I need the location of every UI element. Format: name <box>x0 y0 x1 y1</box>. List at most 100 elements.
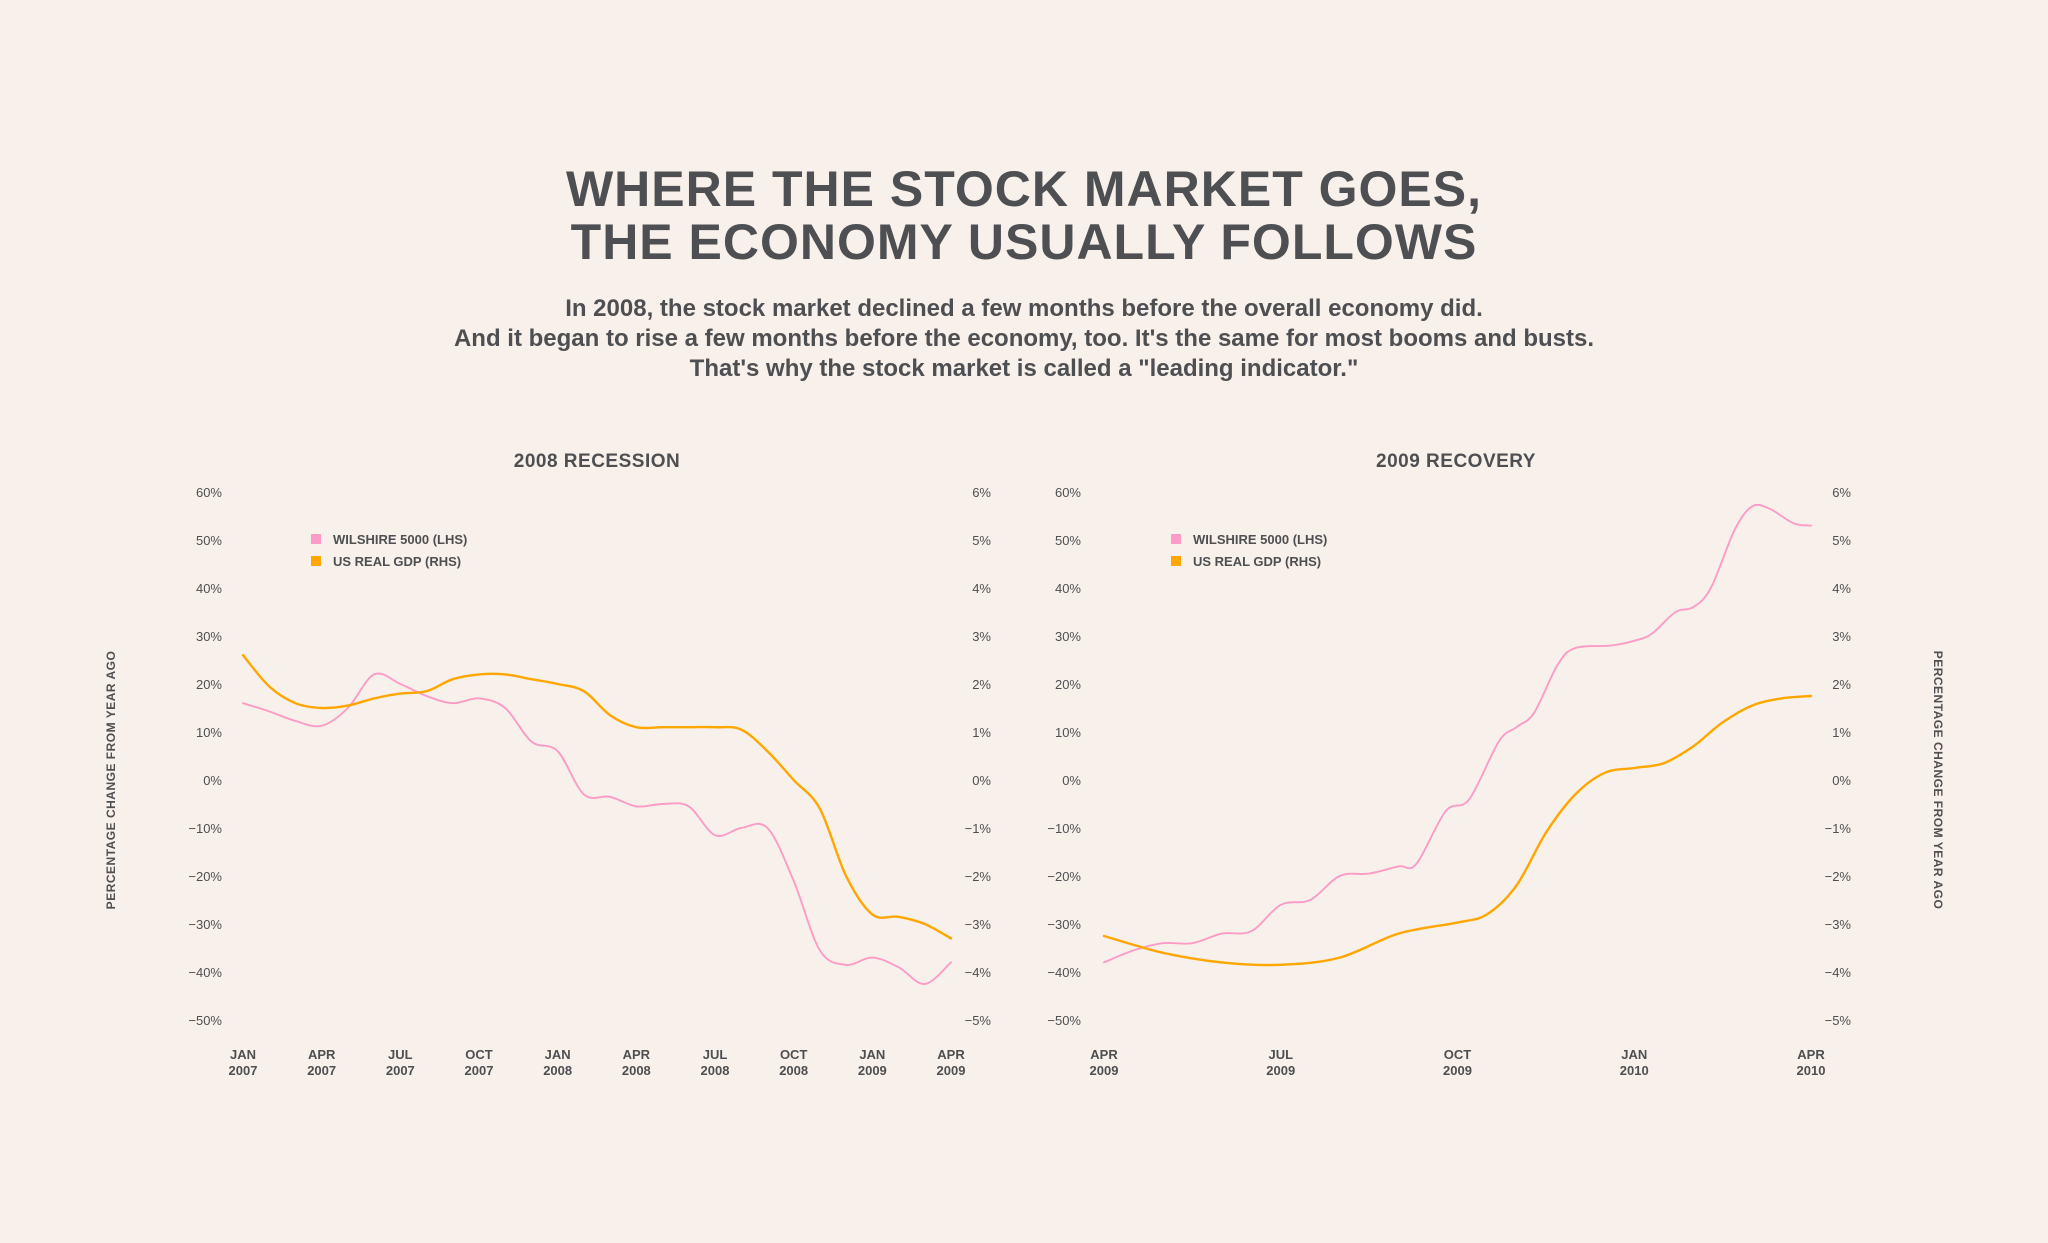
y-tick-right: −1% <box>965 821 992 836</box>
y-tick-right: 2% <box>972 677 991 692</box>
y-tick-right: −3% <box>1825 917 1852 932</box>
legend-label: WILSHIRE 5000 (LHS) <box>333 532 467 547</box>
y-tick-left: −40% <box>188 965 222 980</box>
chart-title: 2009 RECOVERY <box>1376 451 1536 472</box>
y-tick-right: 4% <box>972 581 991 596</box>
y-tick-left: −20% <box>1047 869 1081 884</box>
y-tick-left: −50% <box>188 1013 222 1028</box>
y-axis-label-left: PERCENTAGE CHANGE FROM YEAR AGO <box>104 651 118 910</box>
x-tick-year: 2010 <box>1620 1063 1649 1078</box>
y-tick-right: 1% <box>1832 725 1851 740</box>
y-tick-right: 6% <box>1832 485 1851 500</box>
legend-label: US REAL GDP (RHS) <box>1193 554 1321 569</box>
y-tick-left: −30% <box>1047 917 1081 932</box>
y-tick-right: −1% <box>1825 821 1852 836</box>
x-tick-month: JUL <box>388 1047 413 1062</box>
y-tick-right: 3% <box>972 629 991 644</box>
legend-label: US REAL GDP (RHS) <box>333 554 461 569</box>
subtitle-line-2: And it began to rise a few months before… <box>454 325 1594 352</box>
y-tick-right: 5% <box>1832 533 1851 548</box>
y-tick-left: 0% <box>203 773 222 788</box>
y-tick-left: −10% <box>188 821 222 836</box>
x-tick-month: OCT <box>1444 1047 1472 1062</box>
x-tick-month: OCT <box>465 1047 493 1062</box>
y-tick-right: 3% <box>1832 629 1851 644</box>
legend-swatch-gdp <box>1171 556 1181 566</box>
y-tick-right: −5% <box>1825 1013 1852 1028</box>
x-tick-year: 2009 <box>858 1063 887 1078</box>
y-axis-label-right: PERCENTAGE CHANGE FROM YEAR AGO <box>1931 651 1945 910</box>
x-tick-year: 2008 <box>701 1063 730 1078</box>
y-tick-left: 20% <box>196 677 222 692</box>
y-tick-left: 40% <box>196 581 222 596</box>
y-tick-left: 10% <box>196 725 222 740</box>
chart-2009-recovery: 2009 RECOVERY 60% 50% 40% 30% 20% 10% 0% −10% −20… <box>1047 451 1851 1078</box>
x-tick-month: APR <box>937 1047 965 1062</box>
y-tick-left: 20% <box>1055 677 1081 692</box>
legend-swatch-wilshire <box>311 534 321 544</box>
x-tick-year: 2007 <box>307 1063 336 1078</box>
y-tick-left: 30% <box>1055 629 1081 644</box>
y-tick-right: −2% <box>1825 869 1852 884</box>
y-tick-right: −4% <box>965 965 992 980</box>
x-tick-year: 2009 <box>937 1063 966 1078</box>
x-tick-year: 2007 <box>465 1063 494 1078</box>
y-tick-right: 2% <box>1832 677 1851 692</box>
wilshire-line <box>1103 503 1812 964</box>
y-tick-left: 0% <box>1062 773 1081 788</box>
y-tick-right: 0% <box>972 773 991 788</box>
x-tick-year: 2009 <box>1266 1063 1295 1078</box>
chart-title: 2008 RECESSION <box>514 451 680 472</box>
x-tick-year: 2007 <box>229 1063 258 1078</box>
x-tick-month: APR <box>1797 1047 1825 1062</box>
y-tick-left: 30% <box>196 629 222 644</box>
title-line-2: THE ECONOMY USUALLY FOLLOWS <box>571 214 1478 270</box>
y-tick-right: 6% <box>972 485 991 500</box>
x-tick-year: 2009 <box>1443 1063 1472 1078</box>
x-tick-month: JAN <box>230 1047 256 1062</box>
x-tick-month: APR <box>623 1047 651 1062</box>
x-tick-year: 2010 <box>1797 1063 1826 1078</box>
y-tick-left: −30% <box>188 917 222 932</box>
y-tick-right: −5% <box>965 1013 992 1028</box>
x-tick-year: 2008 <box>779 1063 808 1078</box>
legend-swatch-wilshire <box>1171 534 1181 544</box>
x-tick-year: 2008 <box>622 1063 651 1078</box>
x-tick-month: APR <box>308 1047 336 1062</box>
x-tick-month: JUL <box>703 1047 728 1062</box>
y-tick-left: −40% <box>1047 965 1081 980</box>
y-tick-left: 50% <box>1055 533 1081 548</box>
x-tick-year: 2007 <box>386 1063 415 1078</box>
x-tick-year: 2008 <box>543 1063 572 1078</box>
y-tick-left: 50% <box>196 533 222 548</box>
y-tick-right: −3% <box>965 917 992 932</box>
gdp-line <box>1102 694 1813 967</box>
chart-2008-recession: 2008 RECESSION 60% 50% 40% 30% 20% 10% 0% −10% −2… <box>188 451 991 1078</box>
subtitle-line-1: In 2008, the stock market declined a few… <box>565 295 1483 322</box>
y-tick-left: −20% <box>188 869 222 884</box>
x-tick-month: APR <box>1090 1047 1118 1062</box>
y-tick-left: 60% <box>1055 485 1081 500</box>
legend-swatch-gdp <box>311 556 321 566</box>
x-tick-year: 2009 <box>1090 1063 1119 1078</box>
x-tick-month: OCT <box>780 1047 808 1062</box>
y-tick-left: −10% <box>1047 821 1081 836</box>
gdp-line <box>241 654 953 940</box>
y-tick-left: −50% <box>1047 1013 1081 1028</box>
x-tick-month: JAN <box>859 1047 885 1062</box>
wilshire-line <box>242 672 952 985</box>
y-tick-left: 10% <box>1055 725 1081 740</box>
x-tick-month: JAN <box>1621 1047 1647 1062</box>
title-line-1: WHERE THE STOCK MARKET GOES, <box>566 161 1482 217</box>
y-tick-right: 1% <box>972 725 991 740</box>
y-tick-right: 0% <box>1832 773 1851 788</box>
x-tick-month: JUL <box>1268 1047 1293 1062</box>
y-tick-right: 5% <box>972 533 991 548</box>
x-tick-month: JAN <box>545 1047 571 1062</box>
y-tick-right: 4% <box>1832 581 1851 596</box>
y-tick-left: 40% <box>1055 581 1081 596</box>
y-tick-left: 60% <box>196 485 222 500</box>
subtitle-line-3: That's why the stock market is called a … <box>690 355 1359 382</box>
legend-label: WILSHIRE 5000 (LHS) <box>1193 532 1327 547</box>
